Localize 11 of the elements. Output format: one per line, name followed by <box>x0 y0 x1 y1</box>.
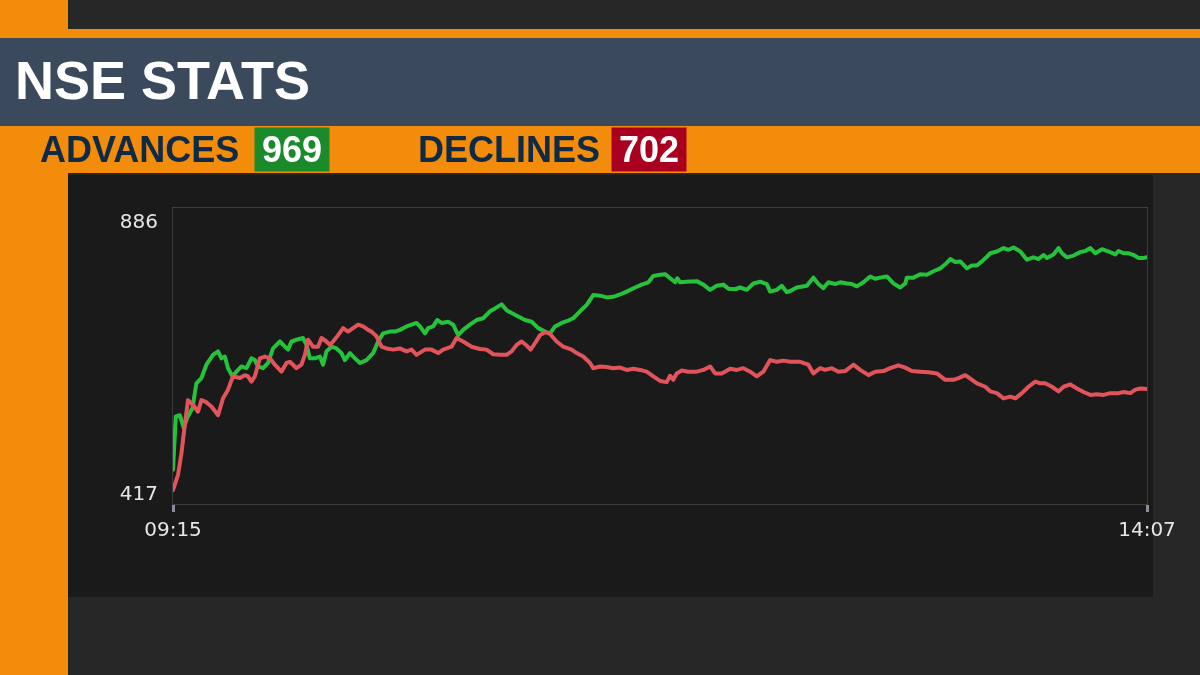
y-tick-label: 417 <box>119 480 158 505</box>
line-series <box>173 322 1147 493</box>
text: 702 <box>618 129 680 170</box>
text: ADVANCES <box>40 129 240 170</box>
y-tick-label: 886 <box>119 208 158 233</box>
x-tick-label: 09:15 <box>144 517 202 541</box>
chart-title: NSE STATS <box>15 49 311 110</box>
text: DECLINES <box>418 129 601 170</box>
line-series <box>173 245 1147 472</box>
x-tick-label: 14:07 <box>1118 517 1176 541</box>
text: 969 <box>261 129 323 170</box>
